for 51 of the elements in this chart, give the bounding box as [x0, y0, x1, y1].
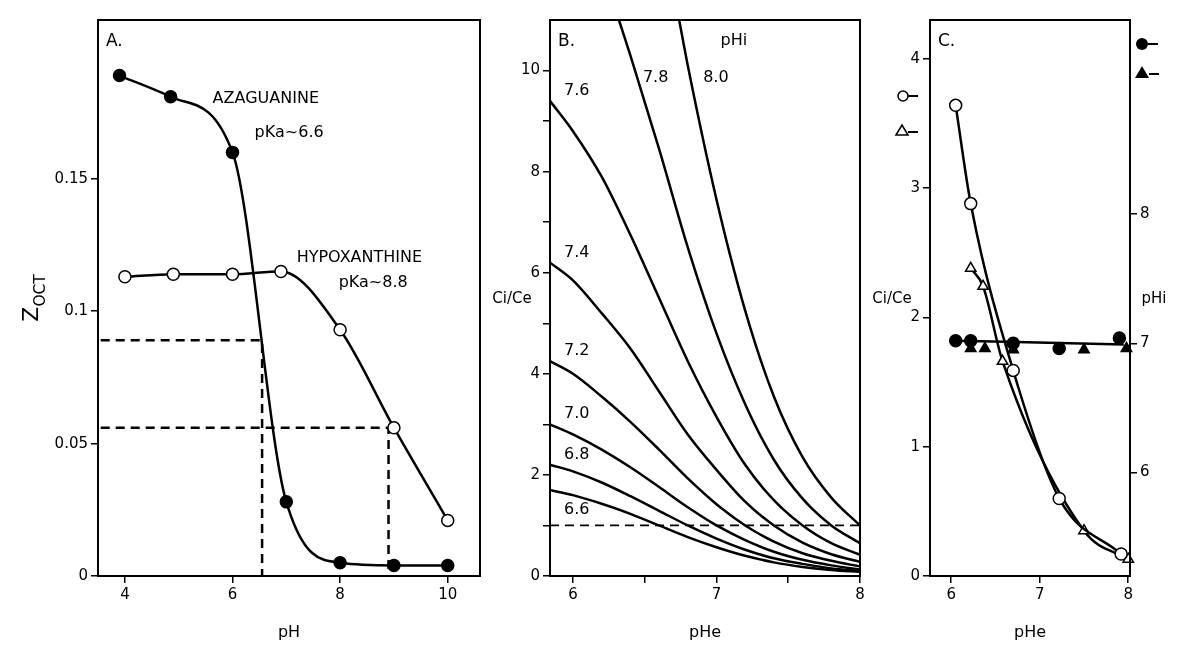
x-tick-label: 6 — [227, 584, 238, 603]
y2-tick-label: 6 — [1140, 462, 1150, 481]
x-tick-label: 8 — [1123, 584, 1133, 603]
y-axis-title: ZOCT — [18, 273, 49, 322]
x-tick-label: 4 — [120, 584, 130, 603]
y-tick-label: 8 — [530, 161, 540, 180]
series-label: 7.4 — [564, 241, 590, 261]
y-tick-label: 4 — [910, 48, 920, 67]
y-tick-label: 0.1 — [64, 301, 88, 320]
x-tick-label: 6 — [568, 584, 578, 603]
x-tick-label: 7 — [1034, 584, 1045, 603]
y-tick-label: 1 — [910, 436, 920, 455]
y2-axis-title: pHi — [1141, 289, 1167, 307]
y-tick-label: 0 — [78, 565, 88, 584]
y-tick-label: 0.15 — [54, 168, 88, 187]
x-axis-title: pHe — [1013, 621, 1047, 641]
series-label: 8.0 — [703, 67, 729, 86]
series-label: 6.8 — [564, 443, 590, 463]
x-tick-label: 8 — [855, 584, 865, 603]
y-tick-label: 0 — [910, 565, 920, 584]
series-label: 7.2 — [564, 340, 590, 360]
x-axis-title: pH — [277, 621, 301, 641]
series-label: 7.8 — [642, 67, 669, 86]
y-axis-title: Ci/Ce — [872, 289, 912, 307]
y-tick-label: 6 — [530, 262, 540, 281]
y-tick-label: 3 — [910, 177, 920, 196]
annotation: pKa~8.8 — [338, 271, 408, 291]
x-axis-title: pHe — [688, 621, 722, 641]
y-tick-label: 2 — [910, 307, 920, 326]
y2-tick-label: 8 — [1140, 203, 1150, 222]
series-label: 7.0 — [564, 403, 590, 423]
annotation: AZAGUANINE — [212, 88, 319, 108]
y-tick-label: 2 — [530, 464, 540, 483]
x-tick-label: 6 — [946, 584, 957, 603]
x-tick-label: 7 — [711, 584, 722, 603]
y2-tick-label: 7 — [1140, 333, 1150, 352]
series-label: 7.6 — [564, 79, 590, 99]
annotation: pHi — [720, 30, 748, 50]
x-tick-label: 8 — [335, 584, 345, 603]
y-tick-label: 0.05 — [54, 433, 88, 452]
annotation: pKa~6.6 — [254, 121, 324, 141]
y-tick-label: 10 — [520, 60, 540, 79]
y-axis-title: Ci/Ce — [492, 289, 532, 307]
series-label: 6.6 — [564, 499, 590, 519]
y-tick-label: 0 — [530, 565, 540, 584]
text: C. — [938, 30, 956, 50]
annotation: HYPOXANTHINE — [296, 246, 423, 266]
text: A. — [106, 30, 123, 50]
text: B. — [558, 30, 576, 50]
y-tick-label: 4 — [530, 363, 540, 382]
x-tick-label: 10 — [438, 584, 458, 603]
